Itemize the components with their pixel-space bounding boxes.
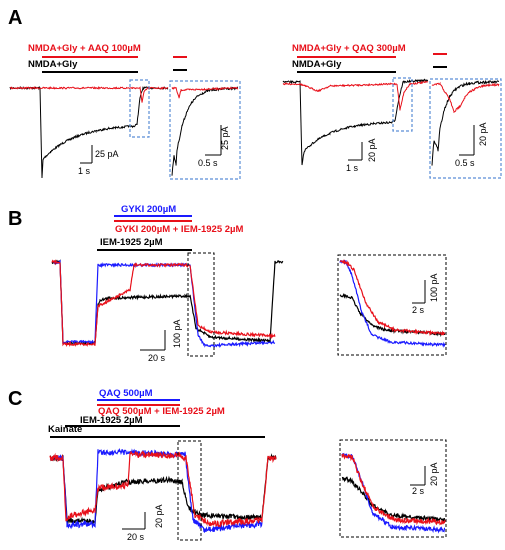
panel-b-letter: B [8, 208, 22, 230]
a-right-zoom-box [392, 77, 413, 132]
panel-c-letter: C [8, 388, 22, 410]
c-inset-scalebar: 20 pA 2 s [410, 462, 439, 496]
c-red-label: QAQ 500µM + IEM-1925 2µM [98, 406, 225, 417]
c-kainate-label: Kainate [48, 424, 82, 435]
c-inset-scale-x: 2 s [412, 486, 425, 496]
a-right-scale-y: 20 pA [367, 138, 377, 162]
a-left-scale-x: 1 s [78, 166, 91, 176]
a-left-inset-scale-x: 0.5 s [198, 158, 218, 168]
b-inset-traces [339, 259, 446, 348]
a-left-inset-scalebar: 25 pA 0.5 s [198, 125, 230, 168]
a-right-scalebar: 20 pA 1 s [346, 138, 377, 173]
a-right-inset-scale-x: 0.5 s [455, 158, 475, 168]
c-inset-traces [341, 452, 446, 534]
panel-a-letter: A [8, 7, 22, 29]
a-right-traces [282, 78, 429, 166]
a-left-scale-y: 25 pA [95, 149, 119, 159]
c-inset-qaq-iem-trace [341, 453, 446, 526]
c-scalebar: 20 pA 20 s [122, 504, 164, 542]
c-zoom-box [177, 440, 202, 541]
a-left-drug-label: NMDA+Gly + AAQ 100µM [28, 43, 141, 54]
a-left-inset-traces [171, 86, 239, 176]
c-traces [49, 447, 277, 534]
b-inset-gyki-iem-trace [339, 259, 446, 337]
c-iem-trace [49, 453, 277, 526]
a-right-drug-label: NMDA+Gly + QAQ 300µM [292, 43, 406, 54]
a-right-inset-box [429, 78, 502, 179]
a-left-inset-control-trace [171, 86, 239, 176]
b-iem-trace [51, 259, 284, 346]
b-scale-y: 100 pA [172, 319, 182, 348]
a-left-drug-trace [9, 85, 169, 103]
c-scale-x: 20 s [127, 532, 145, 542]
b-red-label: GYKI 200µM + IEM-1925 2µM [115, 224, 244, 235]
c-black-label: IEM-1925 2µM [80, 415, 143, 426]
a-left-inset-box [169, 80, 241, 180]
c-blue-label: QAQ 500µM [99, 388, 153, 399]
a-left-control-label: NMDA+Gly [28, 59, 78, 70]
a-left-scalebar: 25 pA 1 s [78, 145, 119, 176]
b-scalebar: 100 pA 20 s [140, 319, 182, 363]
a-right-inset-scale-y: 20 pA [478, 122, 488, 146]
c-qaq-iem-trace [49, 450, 277, 528]
c-inset-box [339, 439, 447, 538]
b-gyki-iem-trace [51, 259, 276, 348]
a-left-inset-drug-trace [171, 86, 239, 99]
a-right-inset-scalebar: 20 pA 0.5 s [455, 122, 488, 168]
a-right-control-trace [282, 78, 429, 166]
a-left-inset-scale-y: 25 pA [220, 126, 230, 150]
a-right-control-label: NMDA+Gly [292, 59, 342, 70]
b-zoom-box [187, 252, 215, 357]
b-inset-scalebar: 100 pA 2 s [412, 273, 439, 315]
b-black-label: IEM-1925 2µM [100, 237, 163, 248]
b-scale-x: 20 s [148, 353, 166, 363]
b-traces [51, 259, 284, 348]
b-inset-scale-y: 100 pA [429, 273, 439, 302]
a-right-drug-trace [282, 80, 429, 111]
b-inset-box [337, 254, 447, 356]
b-inset-scale-x: 2 s [412, 305, 425, 315]
a-left-traces [9, 85, 169, 179]
a-left-control-trace [9, 85, 169, 179]
a-right-inset-traces [431, 79, 500, 166]
a-right-inset-drug-trace [431, 81, 500, 114]
b-inset-gyki-trace [339, 259, 446, 348]
a-right-scale-x: 1 s [346, 163, 359, 173]
c-scale-y: 20 pA [154, 504, 164, 528]
c-inset-scale-y: 20 pA [429, 462, 439, 486]
a-left-zoom-box [129, 79, 150, 138]
a-right-inset-control-trace [431, 79, 500, 166]
b-blue-label: GYKI 200µM [121, 204, 176, 215]
